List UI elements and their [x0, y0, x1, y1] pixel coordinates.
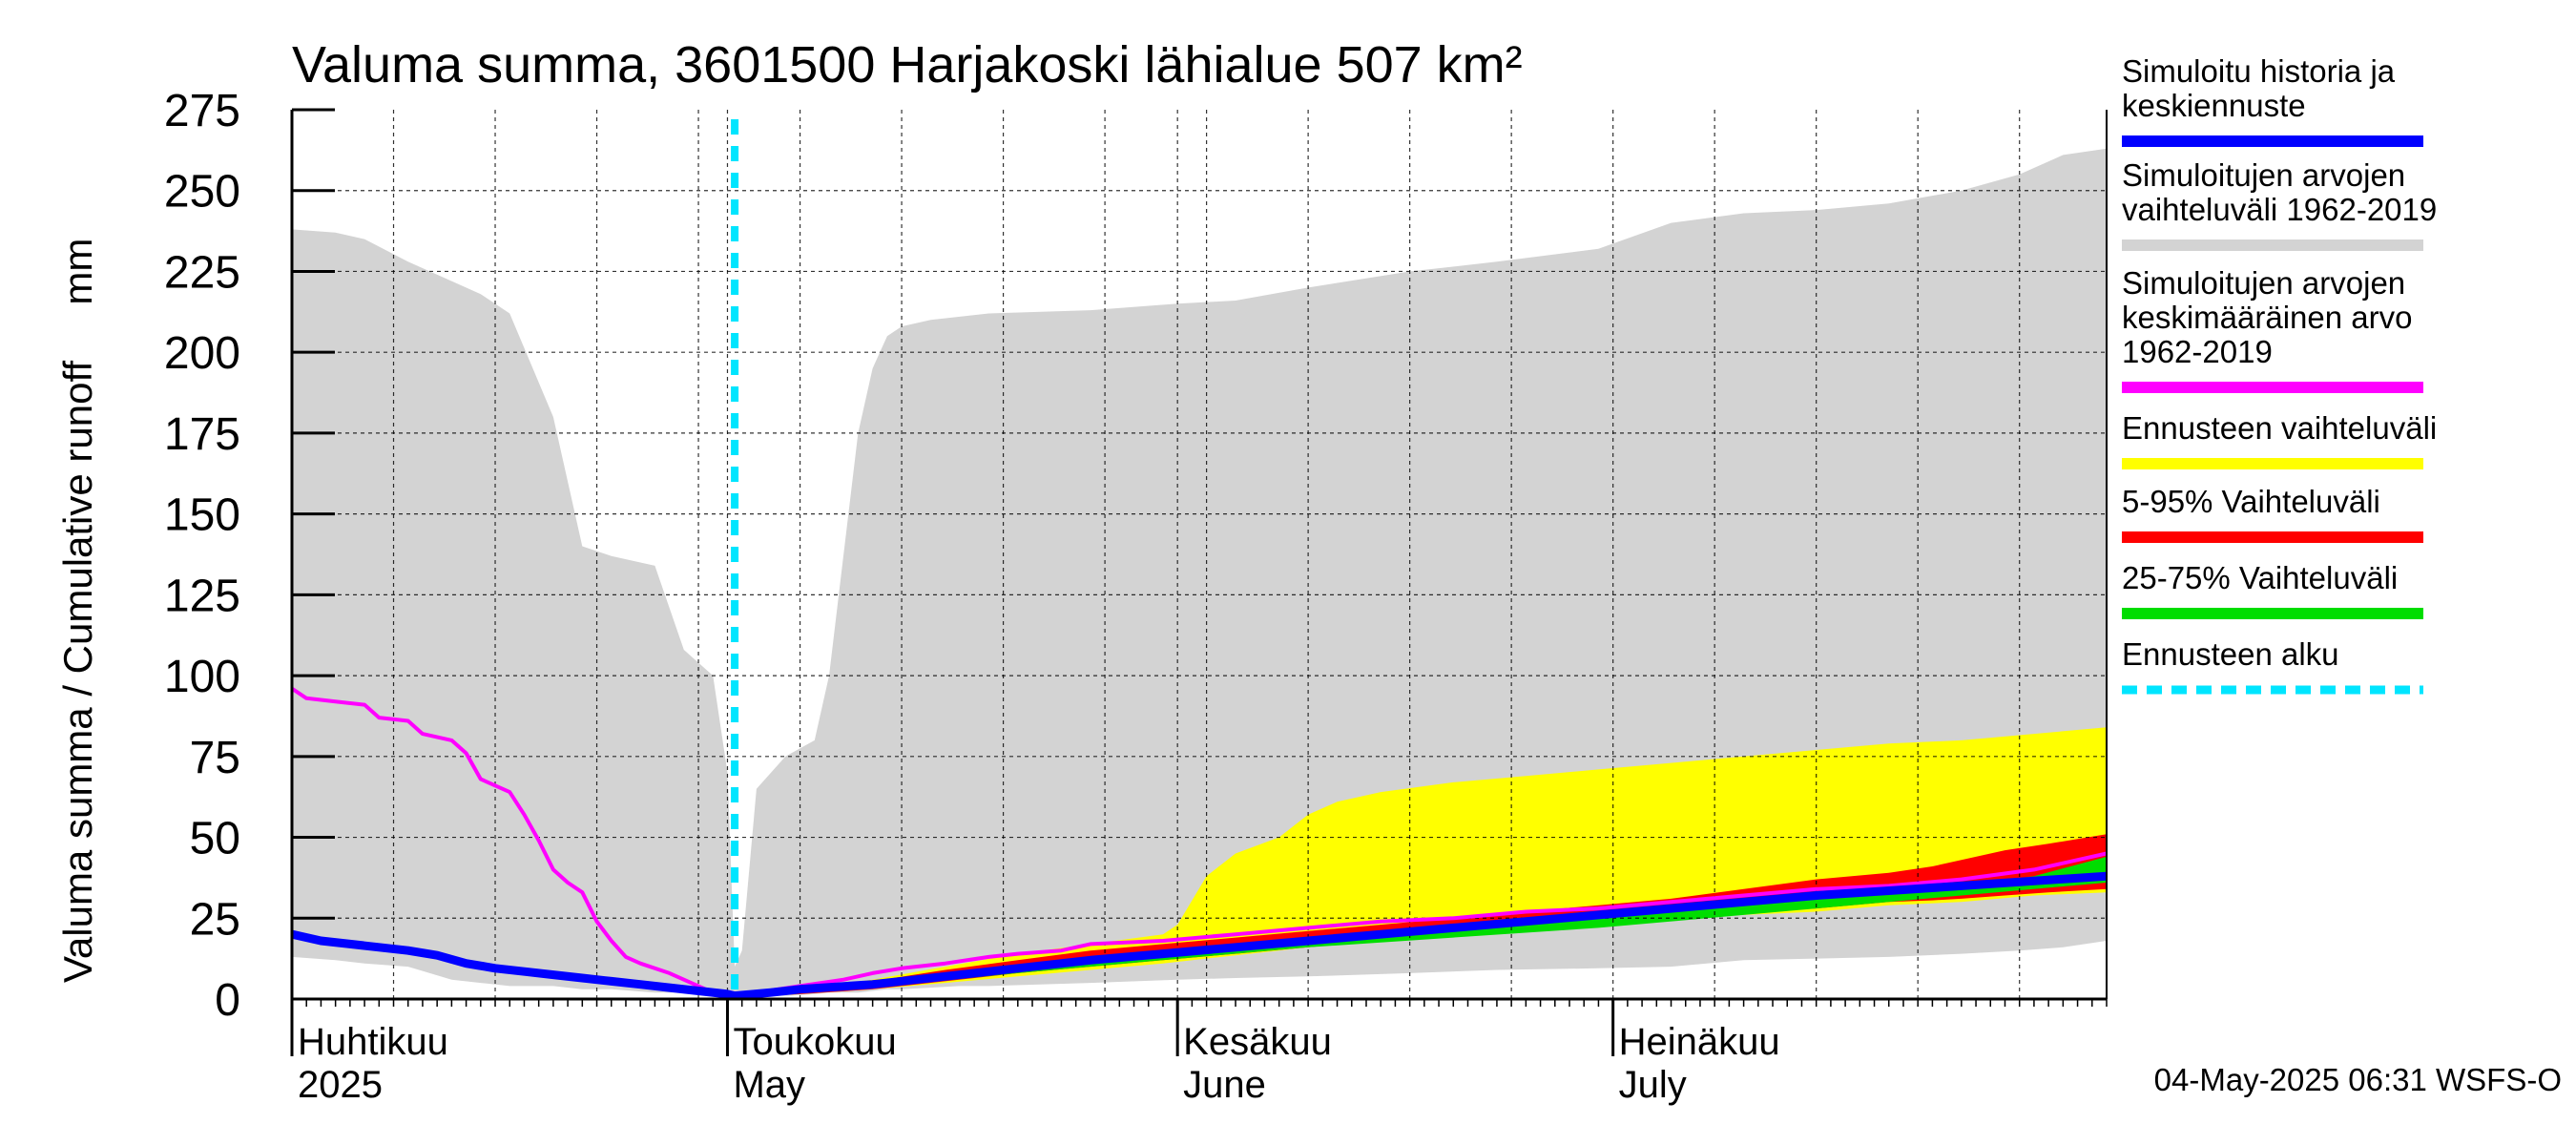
y-tick-label-3: 75: [190, 733, 240, 783]
y-tick-label-10: 250: [164, 167, 240, 218]
legend-label-2-1: keskimääräinen arvo: [2122, 300, 2412, 335]
y-tick-label-5: 125: [164, 571, 240, 621]
y-tick-label-6: 150: [164, 490, 240, 541]
x-month-label-1: Toukokuu: [733, 1021, 896, 1063]
legend-item-4: 5-95% Vaihteluväli: [2122, 484, 2423, 543]
y-axis-label: Valuma summa / Cumulative runoff mm: [55, 239, 100, 983]
legend-label-1-1: vaihteluväli 1962-2019: [2122, 192, 2437, 227]
legend-label-2-0: Simuloitujen arvojen: [2122, 265, 2405, 301]
x-month-sublabel-3: July: [1619, 1064, 1687, 1106]
x-month-sublabel-1: May: [733, 1064, 805, 1106]
legend-label-2-2: 1962-2019: [2122, 334, 2273, 369]
band-2: [735, 834, 2107, 998]
y-tick-label-11: 275: [164, 86, 240, 136]
y-tick-label-7: 175: [164, 409, 240, 460]
legend-label-5-0: 25-75% Vaihteluväli: [2122, 560, 2398, 595]
legend-label-1-0: Simuloitujen arvojen: [2122, 157, 2405, 193]
x-month-sublabel-0: 2025: [298, 1064, 383, 1106]
legend-item-3: Ennusteen vaihteluväli: [2122, 410, 2437, 469]
chart-title: Valuma summa, 3601500 Harjakoski lähialu…: [292, 36, 1523, 94]
legend: Simuloitu historia jakeskiennusteSimuloi…: [2122, 53, 2437, 695]
band-1: [735, 727, 2107, 998]
y-tick-label-2: 50: [190, 814, 240, 864]
legend-label-6-0: Ennusteen alku: [2122, 636, 2339, 672]
legend-item-6: Ennusteen alku: [2122, 636, 2423, 695]
x-month-sublabel-2: June: [1183, 1064, 1266, 1106]
legend-label-0-1: keskiennuste: [2122, 88, 2306, 123]
legend-label-4-0: 5-95% Vaihteluväli: [2122, 484, 2380, 519]
x-month-label-3: Heinäkuu: [1619, 1021, 1780, 1063]
series-line-1: [292, 871, 2107, 999]
plot-area: 0 25 50 75 100 125 150 175 200 225 250 275 Huhtikuu2…: [164, 86, 2108, 1106]
y-tick-label-8: 200: [164, 328, 240, 379]
y-tick-label-4: 100: [164, 652, 240, 702]
legend-label-0-0: Simuloitu historia ja: [2122, 53, 2396, 89]
y-tick-label-1: 25: [190, 894, 240, 945]
x-month-label-0: Huhtikuu: [298, 1021, 448, 1063]
y-tick-label-0: 0: [215, 975, 240, 1026]
legend-item-5: 25-75% Vaihteluväli: [2122, 560, 2423, 619]
y-tick-label-9: 225: [164, 247, 240, 298]
timestamp-footer: 04-May-2025 06:31 WSFS-O: [2154, 1062, 2562, 1097]
legend-label-3-0: Ennusteen vaihteluväli: [2122, 410, 2437, 446]
x-month-label-2: Kesäkuu: [1183, 1021, 1332, 1063]
